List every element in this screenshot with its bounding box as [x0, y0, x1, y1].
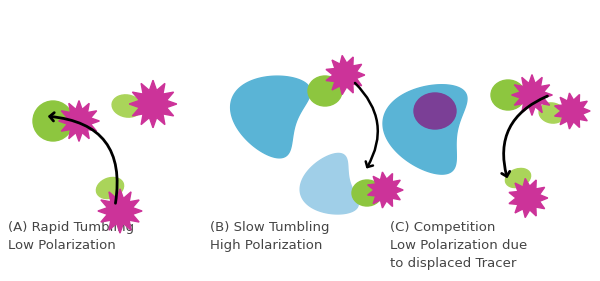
Polygon shape — [129, 80, 177, 128]
Ellipse shape — [112, 95, 142, 117]
Ellipse shape — [414, 93, 456, 129]
Polygon shape — [98, 189, 142, 233]
Ellipse shape — [491, 80, 525, 110]
Ellipse shape — [308, 76, 342, 106]
Text: (C) Competition
Low Polarization due
to displaced Tracer: (C) Competition Low Polarization due to … — [390, 221, 527, 270]
Polygon shape — [554, 93, 590, 129]
Ellipse shape — [33, 101, 73, 141]
Ellipse shape — [505, 168, 530, 187]
Ellipse shape — [539, 103, 565, 123]
Text: (A) Rapid Tumbling
Low Polarization: (A) Rapid Tumbling Low Polarization — [8, 221, 134, 252]
Polygon shape — [326, 55, 365, 95]
Polygon shape — [512, 74, 553, 115]
Text: (B) Slow Tumbling
High Polarization: (B) Slow Tumbling High Polarization — [210, 221, 329, 252]
Polygon shape — [300, 153, 358, 214]
Polygon shape — [230, 76, 311, 158]
Polygon shape — [59, 101, 100, 141]
Polygon shape — [368, 172, 403, 208]
Polygon shape — [383, 85, 467, 174]
Ellipse shape — [352, 180, 382, 206]
Ellipse shape — [97, 178, 124, 199]
Polygon shape — [509, 178, 548, 217]
